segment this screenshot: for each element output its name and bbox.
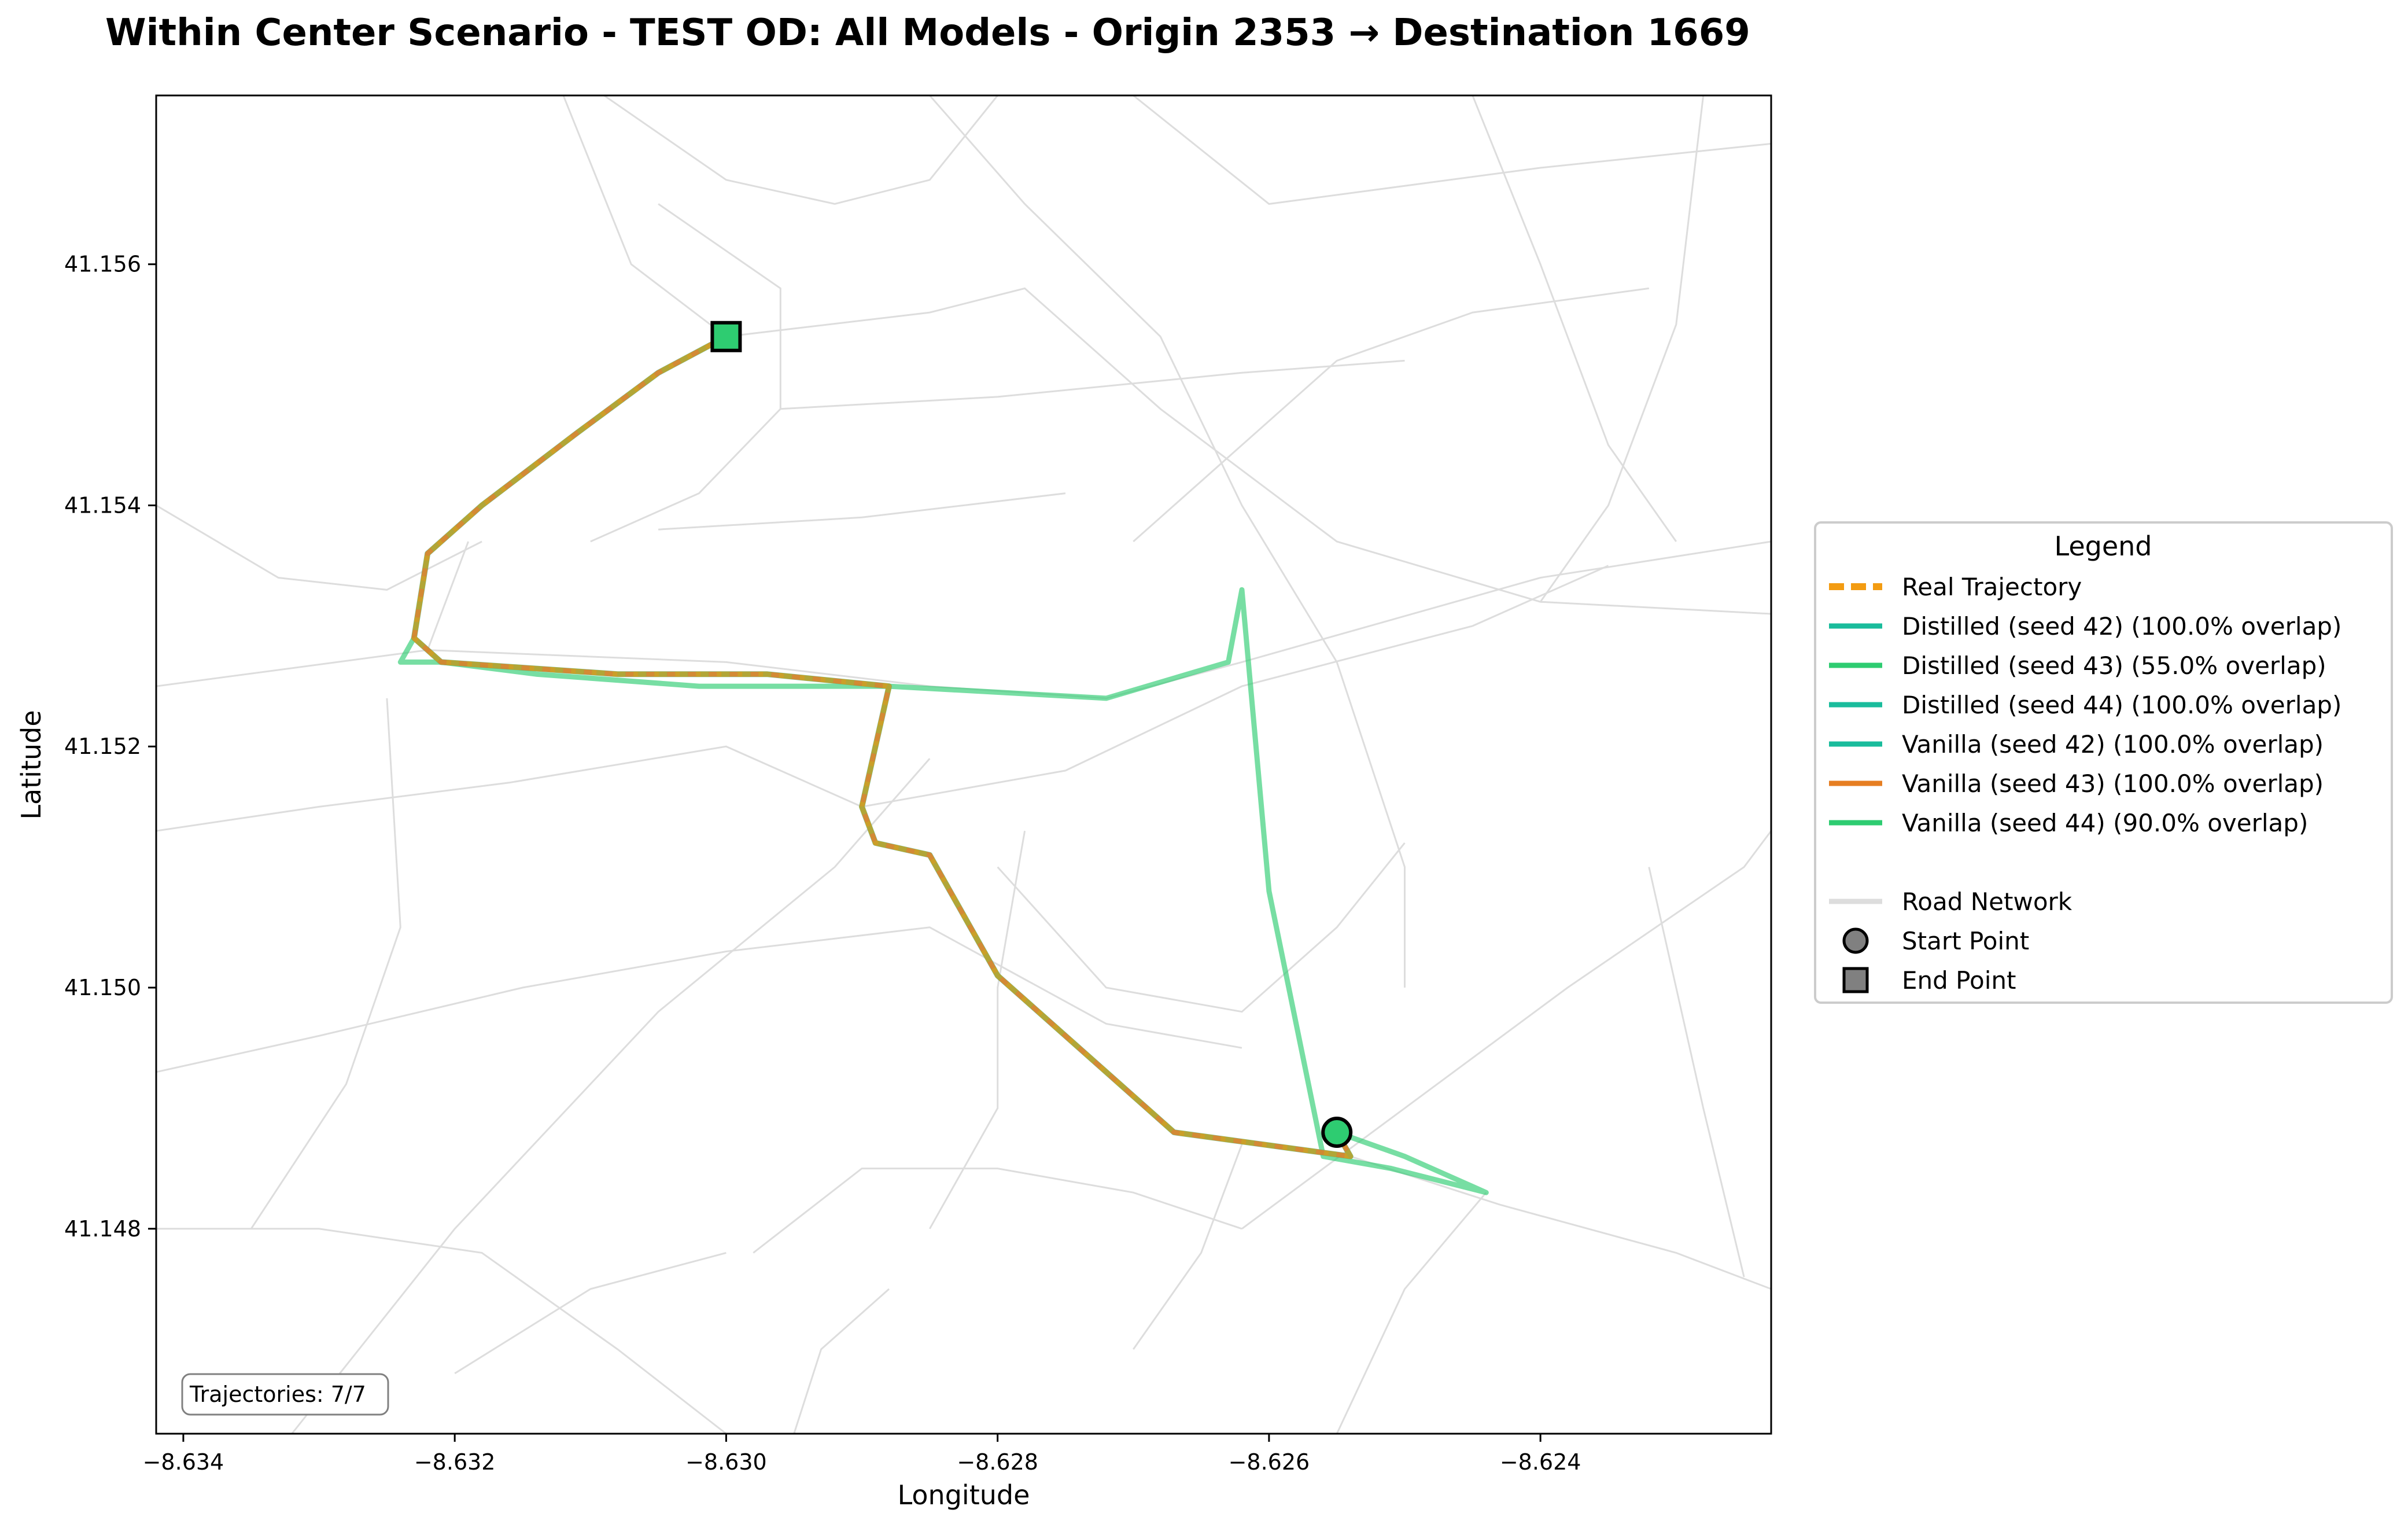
road-segment (793, 1288, 890, 1434)
road-segment (426, 541, 470, 651)
od-markers (710, 321, 1353, 1148)
road-segment (156, 926, 1242, 1073)
road-segment (1472, 95, 1677, 542)
road-segment (1336, 1192, 1487, 1434)
legend-square-handle (1842, 967, 1869, 993)
legend-box (1814, 521, 2393, 1004)
legend-label: Distilled (seed 44) (100.0% overlap) (1902, 691, 2341, 719)
legend-label: Distilled (seed 42) (100.0% overlap) (1902, 612, 2341, 640)
road-segment (454, 1251, 727, 1375)
road-segment (562, 95, 727, 337)
plot-frame (155, 94, 1772, 1435)
legend-label: End Point (1902, 966, 2016, 995)
legend-entry: Distilled (seed 44) (100.0% overlap) (1829, 691, 2341, 719)
trajectories (397, 333, 1489, 1195)
legend-entry: Vanilla (seed 43) (100.0% overlap) (1829, 769, 2324, 798)
legend-entry: End Point (1842, 966, 2016, 995)
road-segment (156, 745, 862, 832)
x-tick-label: −8.624 (1500, 1449, 1581, 1475)
road-segment (753, 1168, 1242, 1254)
road-segment (1539, 95, 1705, 603)
road-segment (1133, 287, 1650, 543)
trajectories-count-box: Trajectories: 7/7 (181, 1373, 389, 1416)
y-tick-label: 41.154 (64, 492, 141, 518)
chart-title: Within Center Scenario - TEST OD: All Mo… (105, 12, 1750, 54)
legend-label: Start Point (1902, 927, 2029, 955)
legend-entry: Distilled (seed 43) (55.0% overlap) (1829, 651, 2326, 680)
y-tick-label: 41.156 (64, 252, 141, 277)
road-segment (780, 359, 1405, 410)
road-segment (1133, 1144, 1243, 1350)
legend-entry: Real Trajectory (1829, 573, 2082, 601)
road-segment (156, 1228, 727, 1434)
x-tick-label: −8.632 (414, 1449, 496, 1475)
route-real-trajectory (411, 334, 1354, 1159)
legend-title: Legend (2055, 531, 2152, 562)
legend-circle-handle (1842, 927, 1869, 954)
x-tick-label: −8.626 (1229, 1449, 1310, 1475)
road-segment (1241, 830, 1771, 1230)
legend: Legend Real Trajectory Distilled (seed 42… (1814, 521, 2393, 1004)
road-segment (997, 842, 1406, 1013)
road-segment (1133, 95, 1771, 205)
road-segment (658, 492, 1066, 531)
legend-entry: Vanilla (seed 42) (100.0% overlap) (1829, 730, 2324, 759)
legend-label: Road Network (1902, 888, 2073, 916)
road-segment (291, 758, 931, 1434)
annotation-box (181, 1373, 389, 1416)
x-tick-label: −8.630 (685, 1449, 767, 1475)
x-tick-label: −8.628 (957, 1449, 1038, 1475)
x-tick-label: −8.634 (143, 1449, 224, 1475)
y-axis-label: Latitude (16, 710, 47, 819)
y-tick-label: 41.152 (64, 734, 141, 759)
plot-area (156, 95, 1771, 1434)
legend-label: Vanilla (seed 42) (100.0% overlap) (1902, 730, 2324, 759)
x-axis-label: Longitude (898, 1479, 1030, 1511)
legend-entry: Start Point (1842, 927, 2029, 955)
road-network (156, 95, 1771, 1434)
road-segment (929, 95, 1406, 988)
road-segment (250, 698, 401, 1229)
legend-entry: Vanilla (seed 44) (90.0% overlap) (1829, 809, 2308, 837)
y-tick-label: 41.150 (64, 975, 141, 1000)
start-point-marker (1321, 1117, 1353, 1148)
legend-entries: Real Trajectory Distilled (seed 42) (100.… (1829, 573, 2341, 995)
legend-entry: Road Network (1829, 888, 2073, 916)
legend-label: Vanilla (seed 43) (100.0% overlap) (1902, 769, 2324, 798)
legend-entry: Distilled (seed 42) (100.0% overlap) (1829, 612, 2341, 640)
y-axis: 41.148 41.150 41.152 41.154 41.156 (64, 252, 156, 1242)
y-tick-label: 41.148 (64, 1216, 141, 1242)
road-segment (156, 505, 482, 591)
road-segment (861, 565, 1609, 808)
legend-label: Real Trajectory (1902, 573, 2082, 601)
road-segment (603, 95, 998, 205)
end-point-marker (710, 321, 742, 352)
legend-label: Distilled (seed 43) (55.0% overlap) (1902, 651, 2326, 680)
road-segment (1648, 867, 1745, 1277)
legend-label: Vanilla (seed 44) (90.0% overlap) (1902, 809, 2308, 837)
x-axis: −8.634 −8.632 −8.630 −8.628 −8.626 −8.624 (143, 1434, 1581, 1475)
trajectories-count-label: Trajectories: 7/7 (189, 1382, 366, 1407)
road-segment (1350, 1155, 1771, 1290)
